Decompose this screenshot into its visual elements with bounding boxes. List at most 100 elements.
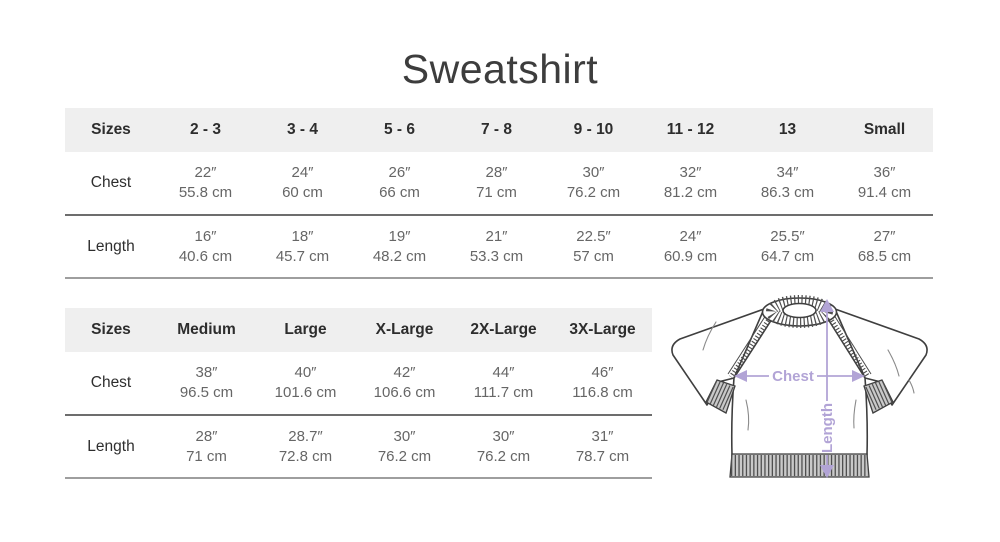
value-cm: 71 cm [476, 184, 517, 201]
kids-header-row: Sizes 2 - 3 3 - 4 5 - 6 7 - 8 9 - 10 11 … [65, 108, 933, 152]
value-inches: 42″ [393, 364, 416, 381]
value-inches: 38″ [195, 364, 218, 381]
value-cm: 60 cm [282, 184, 323, 201]
measurement-cell: 46″ 116.8 cm [553, 352, 652, 416]
value-cm: 66 cm [379, 184, 420, 201]
value-cm: 55.8 cm [178, 184, 233, 201]
value-inches: 26″ [388, 164, 411, 181]
adult-size-table: Sizes Medium Large X-Large 2X-Large 3X-L… [65, 308, 652, 479]
row-label-length: Length [65, 215, 157, 279]
value-inches: 25.5″ [770, 227, 805, 245]
value-cm: 68.5 cm [857, 247, 912, 265]
col-header: 3 - 4 [254, 108, 351, 152]
value-inches: 24″ [679, 227, 702, 245]
chest-arrowhead-right-icon [852, 370, 865, 382]
col-header: Large [256, 308, 355, 352]
length-measure-label: Length [819, 403, 836, 453]
value-cm: 106.6 cm [373, 384, 436, 401]
adult-length-row: Length 28″ 71 cm 28.7″ 72.8 cm 30″ 76.2 cm … [65, 415, 652, 479]
measurement-cell: 30″ 76.2 cm [454, 415, 553, 479]
value-inches: 31″ [591, 427, 614, 445]
value-cm: 78.7 cm [575, 447, 630, 465]
measurement-cell: 40″ 101.6 cm [256, 352, 355, 416]
sweatshirt-diagram: Chest Length [660, 288, 1000, 500]
col-header: 2 - 3 [157, 108, 254, 152]
value-cm: 57 cm [573, 247, 614, 265]
value-inches: 40″ [294, 364, 317, 381]
kids-size-table: Sizes 2 - 3 3 - 4 5 - 6 7 - 8 9 - 10 11 … [65, 108, 933, 279]
raglan-seam-right-edge [833, 314, 872, 375]
measurement-cell: 31″ 78.7 cm [553, 415, 652, 479]
value-inches: 46″ [591, 364, 614, 381]
col-header: 3X-Large [553, 308, 652, 352]
measurement-cell: 30″ 76.2 cm [355, 415, 454, 479]
measurement-cell: 24″ 60 cm [254, 152, 351, 216]
col-header-sizes: Sizes [65, 108, 157, 152]
raglan-seam-left [728, 316, 773, 379]
value-inches: 34″ [776, 164, 799, 181]
chest-arrowhead-left-icon [734, 370, 747, 382]
adult-chest-row: Chest 38″ 96.5 cm 40″ 101.6 cm 42″ 106.6 cm… [65, 352, 652, 416]
measurement-cell: 16″ 40.6 cm [157, 215, 254, 279]
sweatshirt-illustration: Chest Length [671, 295, 928, 478]
page-title: Sweatshirt [401, 46, 599, 92]
col-header: 13 [739, 108, 836, 152]
value-inches: 22.5″ [576, 227, 611, 245]
col-header: 11 - 12 [642, 108, 739, 152]
value-cm: 111.7 cm [473, 384, 534, 401]
body-outline [730, 318, 869, 456]
row-label-length: Length [65, 415, 157, 479]
measurement-cell: 27″ 68.5 cm [836, 215, 933, 279]
value-inches: 30″ [393, 427, 416, 445]
crease-right-cuff [908, 379, 915, 394]
measurement-cell: 32″ 81.2 cm [642, 152, 739, 216]
row-label-chest: Chest [65, 152, 157, 216]
length-arrowhead-bottom-icon [820, 465, 834, 478]
measurement-cell: 28″ 71 cm [157, 415, 256, 479]
value-inches: 21″ [485, 227, 508, 245]
hem-band [729, 453, 870, 478]
value-cm: 72.8 cm [278, 447, 333, 465]
col-header: 2X-Large [454, 308, 553, 352]
value-inches: 18″ [291, 227, 314, 245]
value-cm: 45.7 cm [275, 247, 330, 265]
measurement-cell: 28″ 71 cm [448, 152, 545, 216]
measurement-cell: 26″ 66 cm [351, 152, 448, 216]
value-cm: 76.2 cm [377, 447, 432, 465]
value-cm: 40.6 cm [178, 247, 233, 265]
value-cm: 76.2 cm [566, 184, 621, 201]
value-cm: 101.6 cm [274, 384, 337, 401]
measurement-cell: 34″ 86.3 cm [739, 152, 836, 216]
length-arrowhead-top-icon [820, 299, 834, 312]
crease-body-right [853, 399, 857, 429]
value-cm: 96.5 cm [179, 384, 234, 401]
value-inches: 32″ [679, 164, 702, 181]
measurement-cell: 30″ 76.2 cm [545, 152, 642, 216]
col-header: 7 - 8 [448, 108, 545, 152]
measurement-cell: 42″ 106.6 cm [355, 352, 454, 416]
crease-left-sleeve [702, 321, 717, 351]
value-cm: 48.2 cm [372, 247, 427, 265]
col-header: Medium [157, 308, 256, 352]
col-header: X-Large [355, 308, 454, 352]
value-inches: 30″ [492, 427, 515, 445]
value-inches: 28.7″ [288, 427, 323, 445]
value-cm: 53.3 cm [469, 247, 524, 265]
value-cm: 60.9 cm [663, 247, 718, 265]
value-cm: 76.2 cm [476, 447, 531, 465]
value-inches: 16″ [194, 227, 217, 245]
row-label-chest: Chest [65, 352, 157, 416]
measurement-cell: 25.5″ 64.7 cm [739, 215, 836, 279]
value-cm: 81.2 cm [663, 184, 718, 201]
measurement-cell: 38″ 96.5 cm [157, 352, 256, 416]
crease-right-sleeve [887, 349, 900, 377]
value-inches: 27″ [873, 227, 896, 245]
value-inches: 30″ [582, 164, 605, 181]
value-cm: 86.3 cm [760, 184, 815, 201]
collar-opening [782, 302, 817, 319]
measurement-cell: 24″ 60.9 cm [642, 215, 739, 279]
kids-chest-row: Chest 22″ 55.8 cm 24″ 60 cm 26″ 66 cm 28″ 71… [65, 152, 933, 216]
length-arrow: Length [819, 299, 836, 478]
measurement-cell: 18″ 45.7 cm [254, 215, 351, 279]
